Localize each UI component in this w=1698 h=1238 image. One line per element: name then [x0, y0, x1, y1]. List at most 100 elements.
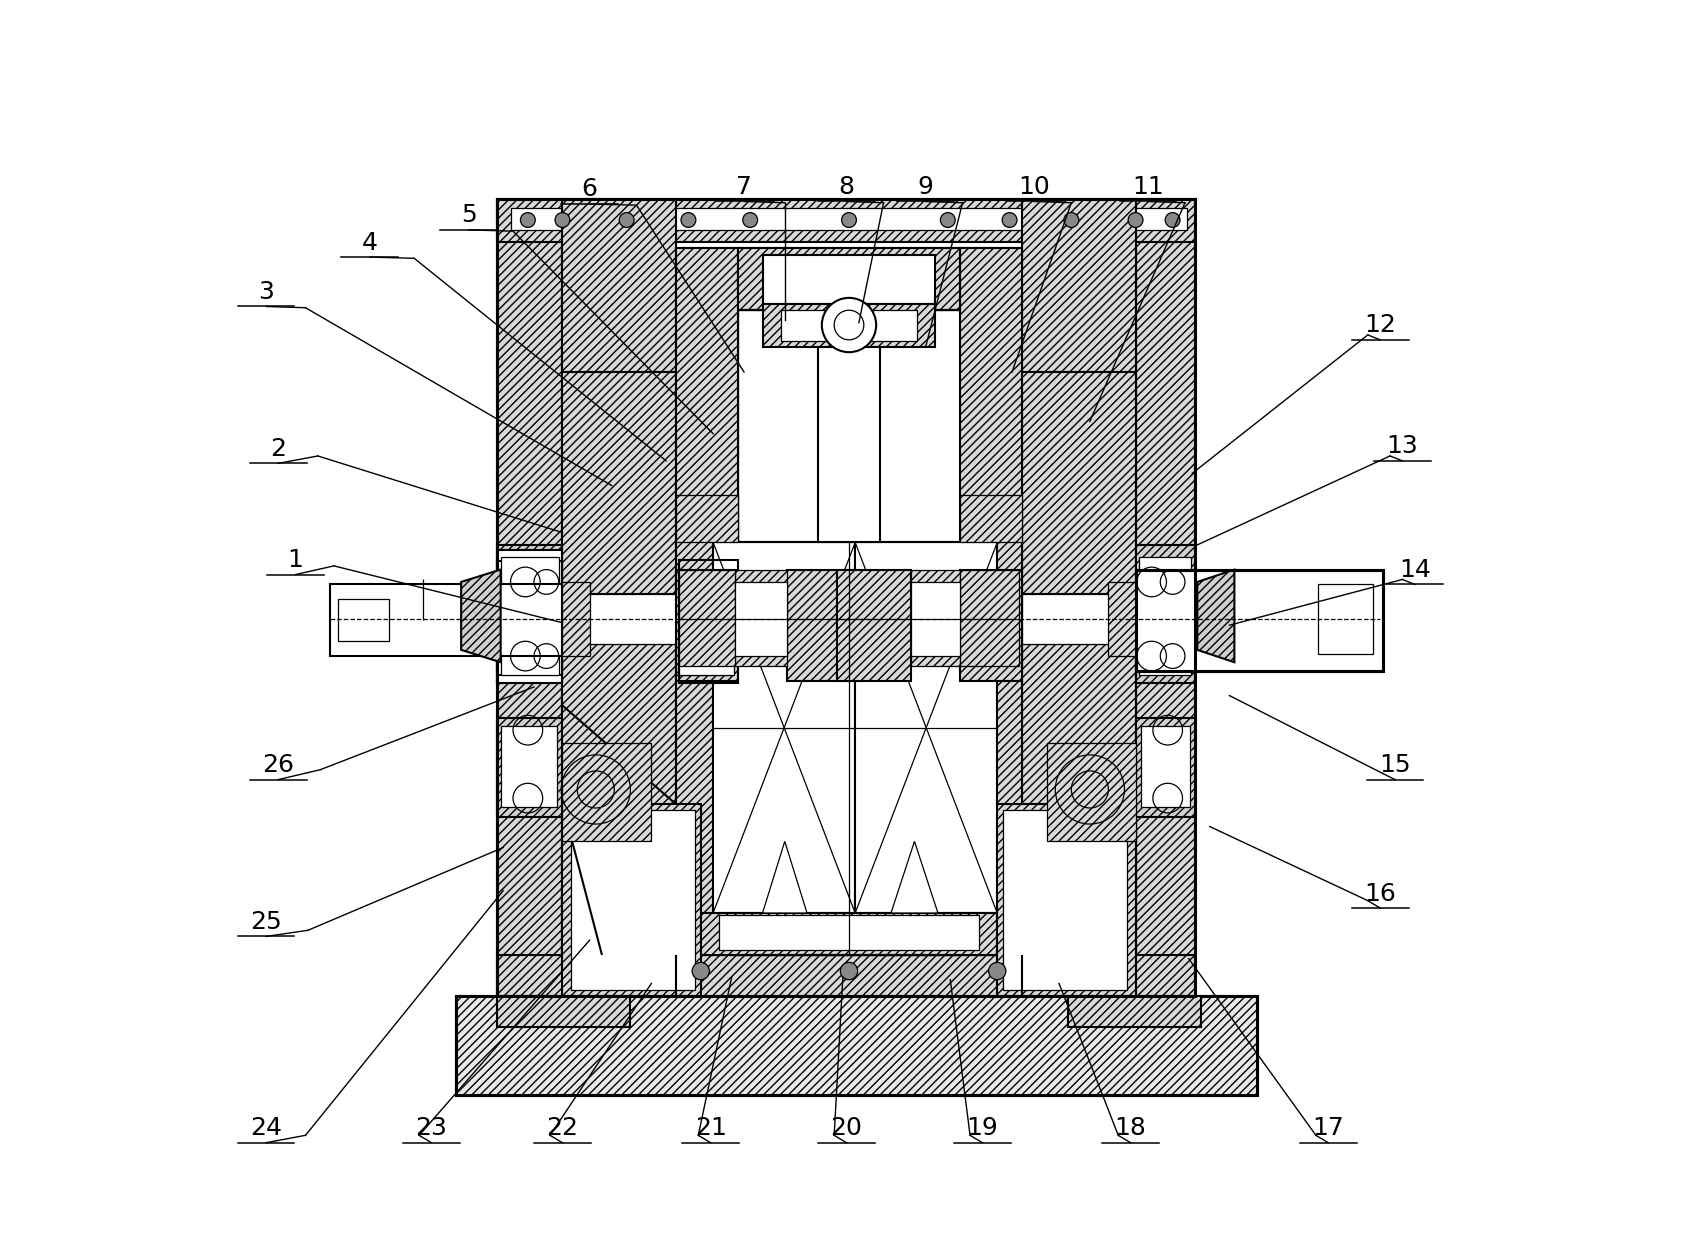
- Polygon shape: [739, 249, 959, 311]
- Bar: [1109, 582, 1136, 656]
- Bar: [713, 542, 856, 912]
- Circle shape: [693, 962, 710, 979]
- Bar: [457, 995, 1257, 1094]
- Text: 6: 6: [582, 177, 598, 202]
- Bar: [1318, 584, 1372, 654]
- Polygon shape: [788, 569, 861, 681]
- Polygon shape: [701, 912, 997, 954]
- Polygon shape: [676, 249, 739, 954]
- Polygon shape: [679, 569, 735, 666]
- Circle shape: [1127, 213, 1143, 228]
- Bar: [679, 560, 739, 683]
- Polygon shape: [1022, 644, 1136, 954]
- Text: 11: 11: [1133, 175, 1163, 199]
- Text: 23: 23: [416, 1117, 448, 1140]
- Circle shape: [1065, 213, 1078, 228]
- Polygon shape: [562, 805, 701, 995]
- Polygon shape: [498, 718, 562, 817]
- Polygon shape: [997, 805, 1136, 995]
- Text: 26: 26: [261, 753, 294, 777]
- Text: 12: 12: [1363, 313, 1396, 338]
- Circle shape: [841, 962, 857, 979]
- Polygon shape: [959, 569, 1022, 681]
- Polygon shape: [1022, 371, 1136, 594]
- Bar: [1136, 569, 1382, 671]
- Polygon shape: [837, 569, 910, 681]
- Text: 18: 18: [1114, 1117, 1146, 1140]
- Text: 4: 4: [362, 230, 377, 255]
- Polygon shape: [562, 644, 676, 954]
- Polygon shape: [462, 569, 501, 662]
- Bar: [781, 311, 917, 342]
- Bar: [498, 995, 630, 1026]
- Bar: [1136, 569, 1382, 671]
- Text: 25: 25: [250, 910, 282, 933]
- Text: 13: 13: [1387, 435, 1418, 458]
- Text: 24: 24: [250, 1117, 282, 1140]
- Circle shape: [520, 213, 535, 228]
- Bar: [679, 569, 734, 675]
- Polygon shape: [762, 305, 936, 347]
- Circle shape: [555, 213, 571, 228]
- Polygon shape: [762, 842, 807, 912]
- Bar: [562, 582, 589, 656]
- Text: 1: 1: [287, 548, 304, 572]
- Text: 17: 17: [1313, 1117, 1345, 1140]
- Polygon shape: [959, 249, 1022, 954]
- Bar: [511, 208, 1187, 230]
- Bar: [498, 550, 562, 683]
- Bar: [571, 811, 694, 989]
- Polygon shape: [498, 199, 1195, 243]
- Text: 9: 9: [917, 175, 934, 199]
- Circle shape: [1165, 213, 1180, 228]
- Text: 15: 15: [1379, 753, 1411, 777]
- Bar: [338, 599, 389, 641]
- Bar: [1004, 811, 1127, 989]
- Bar: [498, 199, 1195, 995]
- Bar: [498, 561, 562, 675]
- Circle shape: [988, 962, 1005, 979]
- Bar: [501, 557, 559, 675]
- Polygon shape: [735, 569, 788, 666]
- Polygon shape: [676, 495, 739, 542]
- Polygon shape: [676, 569, 739, 681]
- Bar: [739, 311, 959, 954]
- Text: 14: 14: [1399, 558, 1431, 582]
- Bar: [501, 727, 557, 807]
- Bar: [735, 582, 788, 656]
- Circle shape: [842, 213, 856, 228]
- Polygon shape: [959, 569, 1019, 666]
- Polygon shape: [1197, 569, 1234, 662]
- Polygon shape: [1022, 199, 1136, 371]
- Text: 3: 3: [258, 280, 273, 305]
- Text: 5: 5: [460, 203, 477, 228]
- Polygon shape: [562, 743, 652, 842]
- Bar: [720, 915, 978, 950]
- Circle shape: [834, 311, 864, 340]
- Polygon shape: [498, 954, 1195, 995]
- Bar: [1022, 594, 1136, 644]
- Polygon shape: [1136, 545, 1195, 683]
- Bar: [910, 582, 959, 656]
- Bar: [1139, 557, 1192, 675]
- Polygon shape: [676, 572, 732, 675]
- Polygon shape: [891, 842, 937, 912]
- Polygon shape: [910, 569, 959, 666]
- Polygon shape: [562, 199, 676, 371]
- Text: 21: 21: [694, 1117, 727, 1140]
- Bar: [457, 995, 1257, 1094]
- Polygon shape: [562, 371, 676, 594]
- Text: 22: 22: [547, 1117, 579, 1140]
- Polygon shape: [498, 199, 562, 995]
- Bar: [457, 995, 1257, 1094]
- Bar: [676, 249, 1022, 954]
- Text: 2: 2: [270, 437, 287, 461]
- Polygon shape: [1136, 199, 1195, 995]
- Circle shape: [742, 213, 757, 228]
- Circle shape: [941, 213, 956, 228]
- Polygon shape: [1136, 718, 1195, 817]
- Circle shape: [1002, 213, 1017, 228]
- Bar: [1141, 727, 1190, 807]
- Text: 10: 10: [1019, 175, 1049, 199]
- Polygon shape: [1046, 743, 1136, 842]
